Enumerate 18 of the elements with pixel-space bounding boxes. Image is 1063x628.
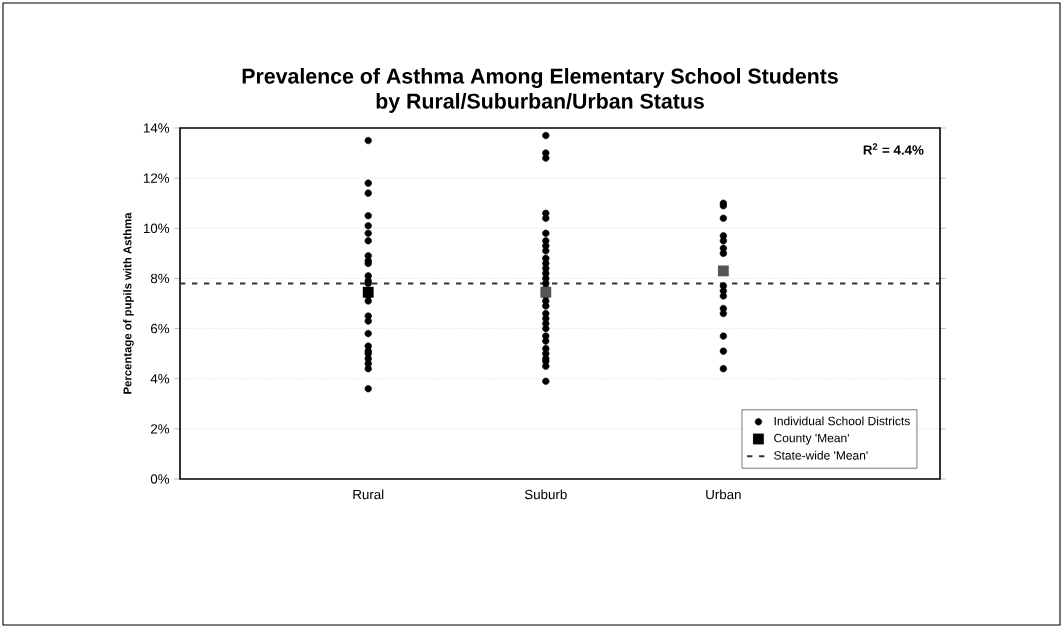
x-tick-label: Urban [706,489,741,500]
y-tick-label: 2% [151,424,170,434]
x-tick-label: Rural [353,489,384,500]
legend-label: State-wide 'Mean' [774,450,868,460]
y-axis-title: Percentage of pupils with Asthma [123,212,134,394]
y-tick-label: 6% [151,323,170,334]
y-tick-label: 12% [143,173,170,183]
legend-label: County 'Mean' [774,433,849,445]
y-tick-label: 4% [150,374,170,384]
chart-subtitle: by Rural/Suburban/Urban Status [376,93,704,113]
x-tick-label: Suburb [524,489,567,500]
legend-label: Individual School Districts [774,416,910,426]
y-tick-label: 0% [150,474,170,484]
y-tick-label: 8% [150,273,170,284]
chart-title: Prevalence of Asthma Among Elementary School Students [242,68,838,88]
annotation: R$^{2}$ = 4.4% [863,143,924,155]
y-tick-label: 10% [143,223,170,234]
y-tick-label: 14% [143,123,170,133]
